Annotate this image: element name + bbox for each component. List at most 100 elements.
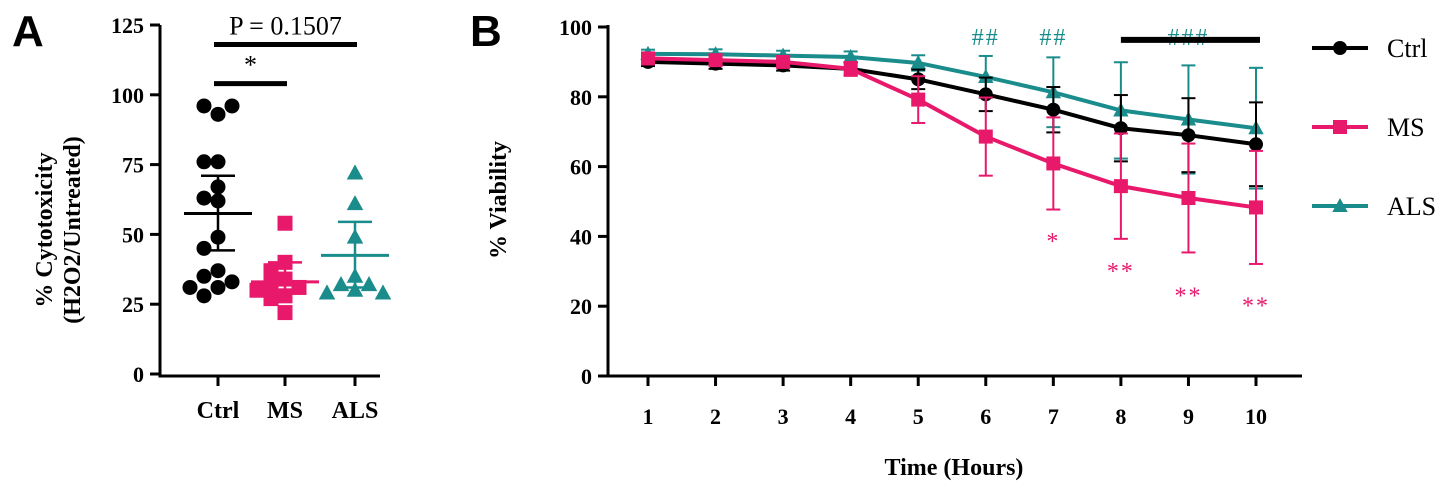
panel-a-point-ms xyxy=(277,215,293,231)
panel-a-y-tick-label: 50 xyxy=(122,222,144,247)
panel-a-point-ctrl xyxy=(210,106,226,122)
panel-b-x-tick-label: 9 xyxy=(1183,404,1194,429)
panel-b-x-tick-label: 10 xyxy=(1245,404,1267,429)
panel-b-marker-als xyxy=(910,54,926,69)
panel-a-point-als xyxy=(332,276,350,292)
panel-b-series-ctrl xyxy=(641,54,1263,188)
panel-a-point-ctrl xyxy=(210,154,226,170)
panel-a-point-ctrl xyxy=(210,263,226,279)
panel-a-point-ctrl xyxy=(196,268,212,284)
panel-a-point-ms xyxy=(249,282,265,298)
panel-letter-b: B xyxy=(470,7,502,56)
panel-b-marker-ms xyxy=(911,92,926,107)
panel-a-significance: * P = 0.1507 xyxy=(214,12,357,87)
panel-a-point-ctrl xyxy=(196,98,212,114)
panel-b-y-tick-label: 60 xyxy=(570,155,592,180)
panel-a-y-axis-title: % Cytotoxicity xyxy=(32,152,58,307)
panel-b-legend-marker-ctrl xyxy=(1333,41,1347,55)
panel-a-y-tick-label: 100 xyxy=(111,83,144,108)
panel-b-line-chart: 0 20 40 60 80 100 1 2 3 4 5 6 7 8 9 10 % Viability Tim… xyxy=(486,15,1436,481)
panel-b-x-axis-ticks: 1 2 3 4 5 6 7 8 9 10 xyxy=(643,376,1267,429)
panel-b-y-axis-ticks: 0 20 40 60 80 100 xyxy=(559,15,608,389)
panel-b-marker-ms xyxy=(843,61,858,76)
panel-a-y-axis-ticks: 0 25 50 75 100 125 xyxy=(111,13,160,387)
panel-b-significance-label: ** xyxy=(1242,294,1270,320)
panel-a-y-tick-label: 75 xyxy=(122,153,144,178)
panel-a-category-als: ALS xyxy=(332,398,379,424)
panel-a-point-ms xyxy=(277,305,293,321)
panel-b-y-tick-label: 80 xyxy=(570,85,592,110)
panel-a-y-tick-label: 125 xyxy=(111,13,144,38)
panel-b-line-ms xyxy=(647,56,1257,210)
panel-b-x-tick-label: 4 xyxy=(845,404,856,429)
panel-a-point-ctrl xyxy=(224,98,240,114)
panel-b-legend: Ctrl MS ALS xyxy=(1312,34,1436,221)
panel-a-point-ctrl xyxy=(182,279,198,295)
panel-b-significance-label: ** xyxy=(1107,259,1135,285)
panel-b-x-axis-title: Time (Hours) xyxy=(885,455,1024,481)
panel-a-category-ms: MS xyxy=(267,398,303,424)
panel-b-marker-ms xyxy=(641,51,655,66)
panel-a-y-axis-title-line2: (H2O2/Untreated) xyxy=(60,136,86,324)
panel-b-legend-marker-ms xyxy=(1333,120,1347,134)
panel-b-significance-label: ## xyxy=(1039,25,1067,51)
panel-b-x-tick-label: 5 xyxy=(913,404,924,429)
panel-b-marker-ms xyxy=(1113,179,1128,194)
panel-b-marker-ms xyxy=(978,129,993,144)
panel-a-y-tick-label: 25 xyxy=(122,292,144,317)
panel-a-point-ctrl xyxy=(196,190,212,206)
panel-b-marker-ms xyxy=(708,53,723,68)
panel-a-axes xyxy=(158,25,380,378)
panel-a-scatter: 0 25 50 75 100 125 % Cytotoxicity (H2O2/Untre… xyxy=(32,12,392,424)
panel-a-point-als xyxy=(346,195,364,211)
panel-a-point-ctrl xyxy=(196,240,212,256)
panel-a-point-als xyxy=(374,284,392,300)
panel-b-marker-ctrl xyxy=(1181,128,1196,143)
panel-b-marker-ms xyxy=(776,54,791,69)
panel-b-legend-label-ctrl: Ctrl xyxy=(1387,34,1427,63)
panel-b-marker-als xyxy=(842,48,859,64)
panel-b-y-tick-label: 100 xyxy=(559,15,592,40)
panel-b-marker-ms xyxy=(1249,200,1263,215)
panel-a-category-ctrl: Ctrl xyxy=(197,398,240,424)
panel-b-x-tick-label: 1 xyxy=(643,404,654,429)
panel-a-point-ctrl xyxy=(224,274,240,290)
panel-a-point-als xyxy=(346,164,364,180)
panel-b-x-tick-label: 3 xyxy=(778,404,789,429)
panel-b-y-tick-label: 0 xyxy=(581,364,592,389)
panel-b-x-tick-label: 2 xyxy=(710,404,721,429)
panel-a-point-ms xyxy=(263,291,279,307)
panel-b-significance: #######******* xyxy=(972,25,1270,320)
panel-b-y-tick-label: 40 xyxy=(570,224,592,249)
panel-b-marker-ctrl xyxy=(1249,137,1263,152)
panel-b-x-tick-label: 6 xyxy=(980,404,991,429)
panel-b-marker-ctrl xyxy=(1046,102,1061,117)
panel-b-legend-label-ms: MS xyxy=(1387,113,1425,142)
panel-b-x-tick-label: 8 xyxy=(1115,404,1126,429)
panel-a-point-ctrl xyxy=(196,288,212,304)
panel-letter-a: A xyxy=(12,7,44,56)
panel-b-legend-marker-als xyxy=(1332,197,1348,213)
panel-b-significance-label: ** xyxy=(1174,283,1202,309)
panel-a-significance-label: * xyxy=(244,51,257,80)
panel-a-mean-error xyxy=(184,174,389,293)
panel-b-line-als xyxy=(647,51,1257,131)
panel-b-y-tick-label: 20 xyxy=(570,294,592,319)
panel-a-point-als xyxy=(360,276,378,292)
panel-b-y-axis-title: % Viability xyxy=(486,141,512,259)
panel-a-x-axis-categories: Ctrl MS ALS xyxy=(197,376,379,424)
panel-a-point-als xyxy=(346,281,364,297)
panel-a-point-ms xyxy=(263,277,279,293)
panel-a-point-als xyxy=(318,284,336,300)
panel-b-significance-label: ## xyxy=(972,25,1000,51)
panel-b-marker-ms xyxy=(1046,156,1061,171)
panel-b-series xyxy=(640,45,1264,265)
panel-b-series-ms xyxy=(641,51,1263,265)
panel-a-point-ctrl xyxy=(210,279,226,295)
panel-a-y-tick-label: 0 xyxy=(133,362,144,387)
panel-b-legend-label-als: ALS xyxy=(1387,192,1436,221)
panel-b-axes xyxy=(606,25,1302,378)
panel-b-x-tick-label: 7 xyxy=(1048,404,1059,429)
panel-b-significance-label: * xyxy=(1046,229,1060,255)
